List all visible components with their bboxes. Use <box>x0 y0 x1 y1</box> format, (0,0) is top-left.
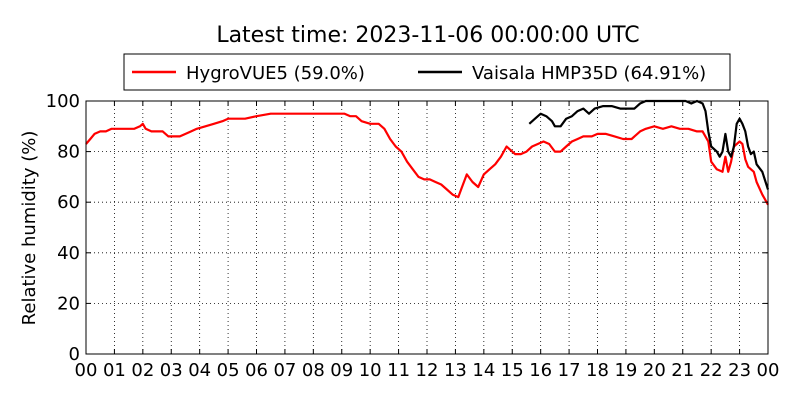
x-tick-label: 01 <box>103 360 126 381</box>
x-tick-label: 00 <box>75 360 98 381</box>
x-tick-label: 17 <box>558 360 581 381</box>
y-tick-label: 60 <box>57 192 80 213</box>
x-tick-label: 02 <box>131 360 154 381</box>
y-tick-label: 40 <box>57 243 80 264</box>
series-line-hygrovue5 <box>85 112 769 206</box>
grid <box>86 101 768 354</box>
x-tick-label: 14 <box>472 360 495 381</box>
y-tick-label: 20 <box>57 293 80 314</box>
x-tick-label: 03 <box>160 360 183 381</box>
x-tick-label: 20 <box>643 360 666 381</box>
plot-area <box>85 100 769 355</box>
x-tick-label: 04 <box>188 360 211 381</box>
x-tick-label: 23 <box>728 360 751 381</box>
x-tick-label: 22 <box>700 360 723 381</box>
x-tick-label: 08 <box>302 360 325 381</box>
x-tick-label: 07 <box>273 360 296 381</box>
x-tick-label: 05 <box>217 360 240 381</box>
legend: HygroVUE5 (59.0%) Vaisala HMP35D (64.91%… <box>123 53 731 91</box>
chart-title: Latest time: 2023-11-06 00:00:00 UTC <box>216 23 639 48</box>
legend-label-hygrovue5: HygroVUE5 (59.0%) <box>186 63 365 84</box>
x-tick-label: 21 <box>671 360 694 381</box>
x-tick-label: 00 <box>757 360 780 381</box>
y-tick-label: 100 <box>46 91 80 112</box>
legend-label-vaisala: Vaisala HMP35D (64.91%) <box>472 63 706 84</box>
series-line-vaisala-hmp35d <box>528 99 770 190</box>
axis-ticks: 00 01 02 03 04 05 06 07 08 09 10 11 12 13 14 15 16 17 18 19… <box>46 91 780 381</box>
x-tick-label: 10 <box>359 360 382 381</box>
x-tick-label: 06 <box>245 360 268 381</box>
y-tick-label: 80 <box>57 142 80 163</box>
x-tick-label: 19 <box>614 360 637 381</box>
x-tick-label: 09 <box>330 360 353 381</box>
x-tick-label: 18 <box>586 360 609 381</box>
y-axis-label: Relative humidity (%) <box>19 131 40 326</box>
x-tick-label: 13 <box>444 360 467 381</box>
x-tick-label: 11 <box>387 360 410 381</box>
x-tick-label: 16 <box>529 360 552 381</box>
x-tick-label: 15 <box>501 360 524 381</box>
y-tick-label: 0 <box>69 344 80 365</box>
x-tick-label: 12 <box>416 360 439 381</box>
